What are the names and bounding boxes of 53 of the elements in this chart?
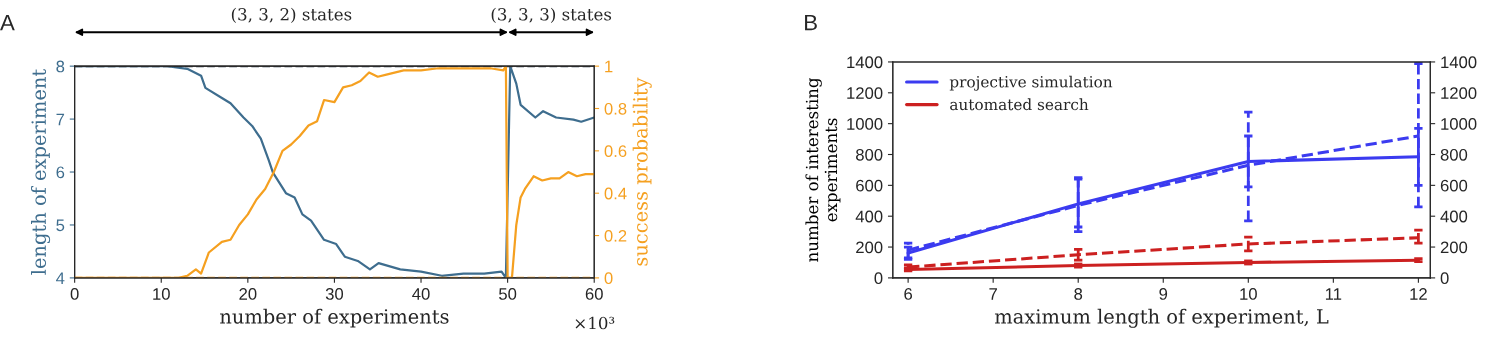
y2-tick-label: 1400 bbox=[1441, 56, 1477, 69]
y2-tick-label: 1200 bbox=[1441, 87, 1477, 99]
y-tick-label: 400 bbox=[855, 210, 883, 223]
y-tick-label: 8 bbox=[56, 60, 65, 73]
text: ×10³ bbox=[575, 316, 615, 330]
x-tick-label: 11 bbox=[1325, 288, 1342, 300]
x-tick-label: 12 bbox=[1410, 288, 1427, 300]
y2-tick-label: 0 bbox=[604, 272, 613, 285]
y-tick-label: 5 bbox=[56, 219, 65, 232]
y-tick-label: 800 bbox=[856, 148, 883, 161]
y-tick-label: 200 bbox=[856, 241, 883, 254]
y-tick-label: 1000 bbox=[847, 118, 883, 130]
x-tick-label: 9 bbox=[1159, 288, 1168, 300]
y2-tick-label: 0.2 bbox=[604, 229, 627, 242]
x-tick-label: 30 bbox=[325, 288, 344, 300]
text: (3, 3, 3) states bbox=[491, 7, 612, 23]
x-tick-label: 7 bbox=[989, 288, 997, 300]
y-tick-label: 7 bbox=[56, 113, 65, 126]
y-tick-label: 0 bbox=[874, 272, 883, 285]
x-axis-title: maximum length of experiment, L bbox=[994, 308, 1329, 328]
x-tick-label: 10 bbox=[1240, 288, 1257, 300]
x-tick-label: 60 bbox=[585, 288, 603, 300]
x-tick-label: 50 bbox=[499, 288, 517, 300]
y2-axis-title: success probability bbox=[632, 77, 652, 266]
legend-label: projective simulation bbox=[949, 75, 1113, 91]
y-tick-label: 1400 bbox=[847, 56, 883, 69]
y2-tick-label: 200 bbox=[1440, 241, 1468, 254]
x-tick-label: 40 bbox=[412, 288, 430, 300]
y2-tick-label: 1 bbox=[605, 60, 613, 73]
y-axis-title: length of experiment bbox=[31, 68, 51, 275]
y2-tick-label: 400 bbox=[1440, 210, 1468, 223]
y-tick-label: 6 bbox=[56, 166, 65, 179]
y-tick-label: 4 bbox=[56, 272, 65, 284]
x-axis-title: number of experiments bbox=[220, 308, 449, 328]
y-tick-label: 600 bbox=[856, 179, 883, 192]
x-tick-label: 10 bbox=[153, 288, 170, 300]
y-tick-label: 1200 bbox=[847, 87, 883, 99]
y2-tick-label: 0.4 bbox=[604, 187, 627, 200]
legend-label: automated search bbox=[950, 98, 1089, 111]
x-tick-label: 6 bbox=[904, 288, 913, 300]
x-tick-label: 8 bbox=[1074, 288, 1083, 300]
y2-tick-label: 0.6 bbox=[604, 145, 627, 158]
y2-tick-label: 800 bbox=[1440, 148, 1468, 161]
text: A bbox=[0, 14, 15, 31]
y2-tick-label: 0.8 bbox=[604, 102, 627, 115]
x-tick-label: 0 bbox=[70, 288, 79, 300]
text: (3, 3, 2) states bbox=[231, 7, 352, 23]
text: B bbox=[805, 14, 817, 31]
y2-tick-label: 0 bbox=[1440, 272, 1449, 285]
y-axis-title: number of interesting experiments bbox=[805, 77, 841, 262]
y2-tick-label: 1000 bbox=[1441, 118, 1477, 130]
y2-tick-label: 600 bbox=[1440, 179, 1468, 192]
x-tick-label: 20 bbox=[239, 288, 257, 300]
